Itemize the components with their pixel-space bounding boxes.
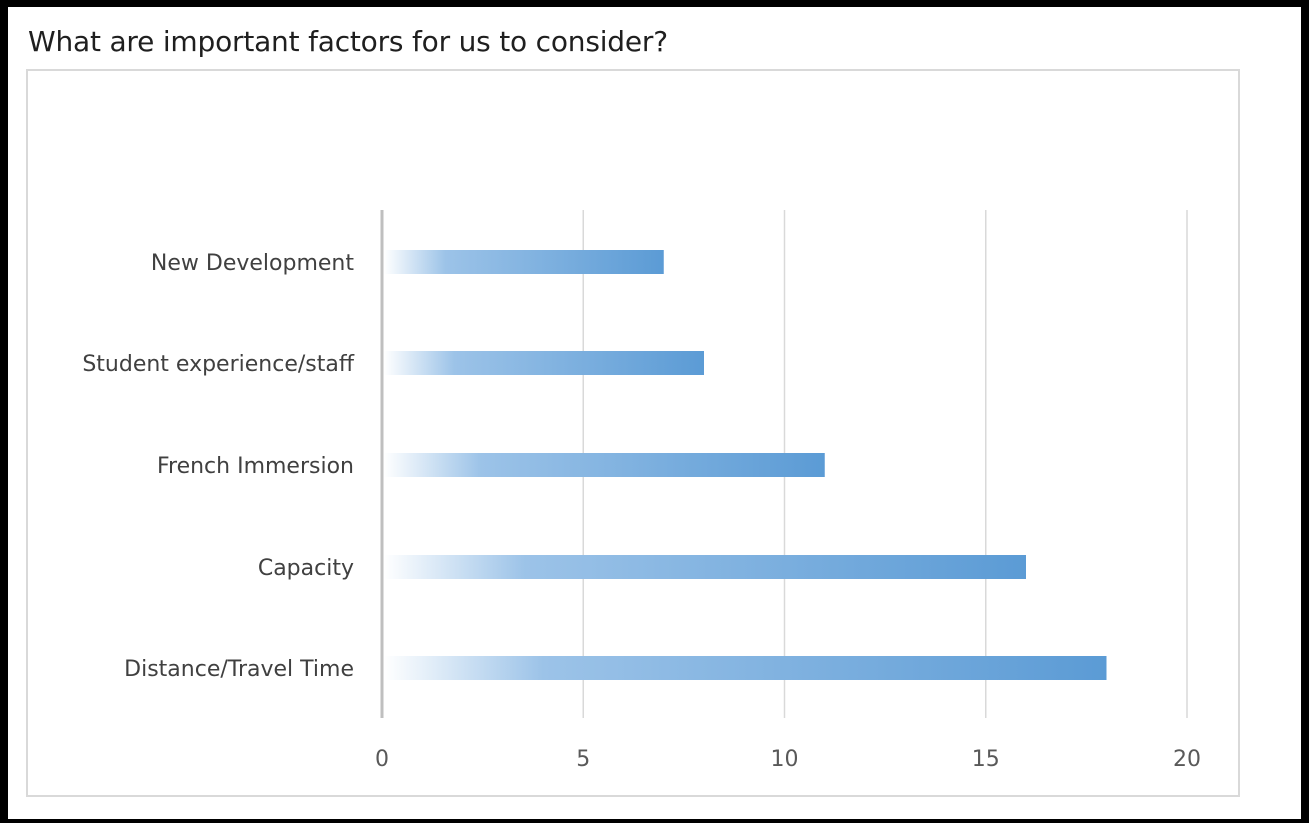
- bar: [384, 453, 825, 477]
- category-label: Capacity: [258, 556, 354, 581]
- category-label: Student experience/staff: [82, 352, 355, 377]
- x-tick-label: 15: [972, 747, 1000, 772]
- category-label: Distance/Travel Time: [124, 657, 354, 682]
- bar: [384, 555, 1026, 579]
- x-tick-label: 20: [1173, 747, 1201, 772]
- x-tick-label: 5: [576, 747, 590, 772]
- bar: [384, 351, 704, 375]
- category-label: French Immersion: [157, 454, 354, 479]
- chart-title: What are important factors for us to con…: [28, 25, 668, 58]
- category-label: New Development: [151, 251, 354, 276]
- bar: [384, 250, 664, 274]
- bar: [384, 656, 1107, 680]
- x-tick-label: 0: [375, 747, 389, 772]
- x-tick-label: 10: [771, 747, 799, 772]
